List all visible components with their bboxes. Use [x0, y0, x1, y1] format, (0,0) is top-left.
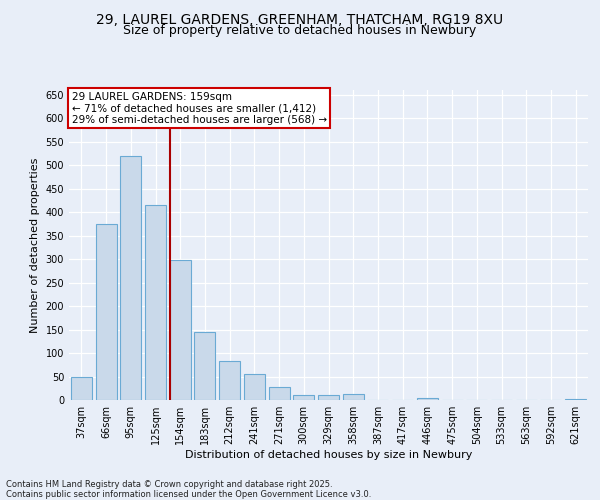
Bar [244, 374, 265, 400]
Y-axis label: Number of detached properties: Number of detached properties [30, 158, 40, 332]
Bar [145, 205, 166, 400]
Bar [417, 398, 438, 400]
Bar [71, 376, 92, 400]
X-axis label: Distribution of detached houses by size in Newbury: Distribution of detached houses by size … [185, 450, 472, 460]
Bar [565, 398, 586, 400]
Bar [194, 332, 215, 400]
Text: Size of property relative to detached houses in Newbury: Size of property relative to detached ho… [124, 24, 476, 37]
Bar [170, 260, 191, 400]
Bar [95, 224, 116, 400]
Bar [343, 394, 364, 400]
Bar [219, 361, 240, 400]
Bar [318, 396, 339, 400]
Text: 29, LAUREL GARDENS, GREENHAM, THATCHAM, RG19 8XU: 29, LAUREL GARDENS, GREENHAM, THATCHAM, … [97, 12, 503, 26]
Bar [293, 396, 314, 400]
Bar [120, 156, 141, 400]
Bar [269, 387, 290, 400]
Text: 29 LAUREL GARDENS: 159sqm
← 71% of detached houses are smaller (1,412)
29% of se: 29 LAUREL GARDENS: 159sqm ← 71% of detac… [71, 92, 327, 124]
Text: Contains HM Land Registry data © Crown copyright and database right 2025.
Contai: Contains HM Land Registry data © Crown c… [6, 480, 371, 499]
